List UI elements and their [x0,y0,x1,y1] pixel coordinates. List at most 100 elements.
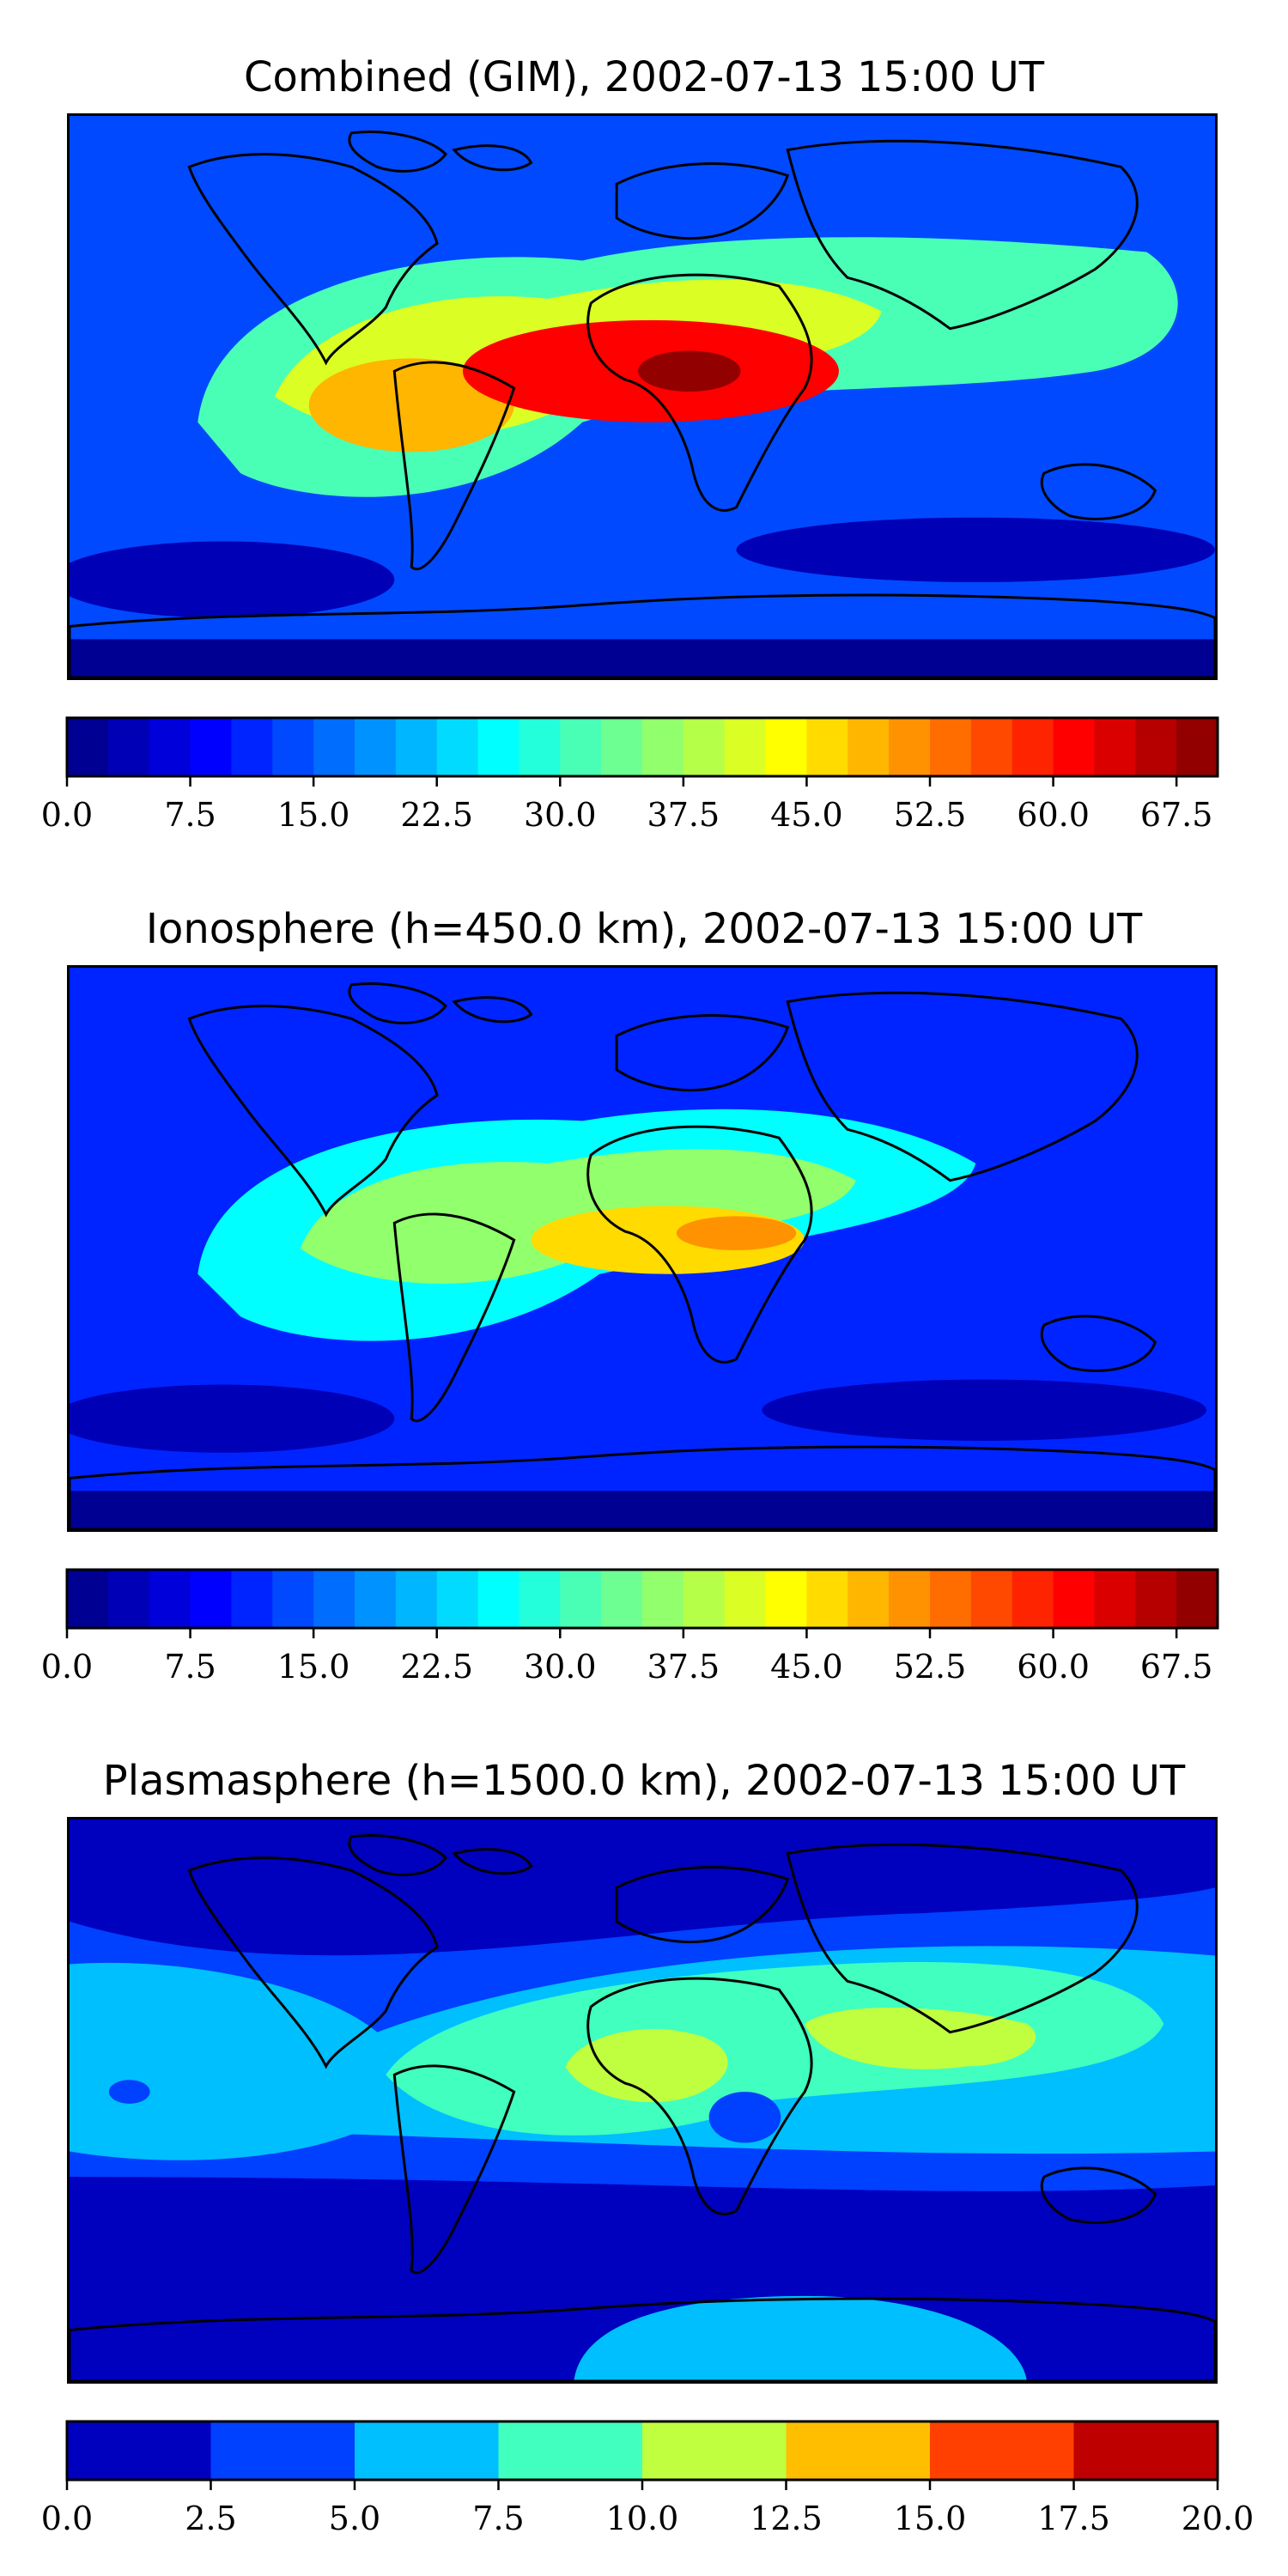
colorbar-band [477,718,519,776]
colorbar-tick-label: 5.0 [329,2500,380,2537]
coastline [452,144,533,172]
colorbar-band [519,718,561,776]
coastline [392,361,516,571]
ionosphere-colorbar: 0.0 7.5 15.0 22.5 30.0 37.5 45.0 52.5 60.0 67.5 [41,1568,1219,1686]
southern-low-contour [736,517,1215,583]
colorbar-tick-label: 15.0 [277,1648,350,1686]
coastline-layer [70,982,1215,1529]
colorbar-band [395,1570,438,1628]
plasmasphere-map [67,1817,1218,2384]
colorbar-band [889,1570,931,1628]
colorbar-tick-label: 45.0 [770,796,843,834]
combined-colorbar: 0.0 7.5 15.0 22.5 30.0 37.5 45.0 52.5 60.0 67.5 [41,716,1219,834]
coastline [786,991,1139,1182]
colorbar-band [848,1570,890,1628]
colorbar-band [765,718,807,776]
coastline [187,153,439,366]
colorbar-band [519,1570,561,1628]
colorbar-band [1094,718,1136,776]
coastline [615,1014,790,1092]
colorbar-band [601,718,643,776]
coastline [586,273,813,512]
plasmasphere-title: Plasmasphere (h=1500.0 km), 2002-07-13 1… [102,1757,1186,1805]
colorbar-band [786,2421,931,2480]
colorbar-tick-label: 52.5 [894,796,967,834]
southern-low-contour [70,541,395,618]
coastline-layer [70,131,1215,677]
coastline [348,1834,448,1876]
pacific-island-low-contour [708,2092,781,2143]
colorbar-tick-label: 45.0 [770,1648,843,1686]
coastline [452,996,533,1024]
colorbar-band [560,1570,602,1628]
coastline [70,2297,1215,2381]
colorbar-band [642,2421,787,2480]
colorbar-band [190,718,232,776]
colorbar-band [67,2421,211,2480]
colorbar-band [1135,718,1177,776]
polar-low-contour [70,1491,1215,1529]
ionosphere-title: Ionosphere (h=450.0 km), 2002-07-13 15:0… [145,905,1143,953]
coastline [452,1848,533,1875]
colorbar-tick-label: 52.5 [894,1648,967,1686]
colorbar-band [436,1570,479,1628]
coastline [786,1843,1139,2034]
colorbar-band [848,718,890,776]
colorbar-band [477,1570,519,1628]
colorbar-band [806,718,848,776]
crest-contour [386,1962,1164,2136]
colorbar-band [231,1570,273,1628]
pacific-island-low-contour [108,2080,150,2104]
coastline [392,2064,516,2275]
colorbar-tick-label: 7.5 [164,1648,216,1686]
coastline [1040,2166,1157,2224]
colorbar-band [67,1570,109,1628]
combined-map [67,113,1218,680]
colorbar-band [930,1570,972,1628]
colorbar-band [683,718,726,776]
colorbar-tick-label: 30.0 [524,1648,597,1686]
colorbar-tick-label: 15.0 [894,2500,967,2537]
colorbar-band [272,718,314,776]
coastline [615,1866,790,1944]
colorbar-band [601,1570,643,1628]
colorbar-band [1053,718,1095,776]
coastline [348,982,448,1024]
coastline-layer [70,1834,1215,2381]
colorbar-band [889,718,931,776]
colorbar-band [210,2421,355,2480]
coastline [1040,463,1157,520]
colorbar-band [313,718,355,776]
colorbar-tick-label: 7.5 [164,796,216,834]
colorbar-band [1073,2421,1218,2480]
colorbar-band [355,1570,397,1628]
colorbar-tick-label: 22.5 [400,796,473,834]
colorbar-band [930,2421,1074,2480]
coastline [187,1856,439,2069]
colorbar-tick-label: 2.5 [185,2500,236,2537]
colorbar-band [149,718,191,776]
colorbar-tick-label: 67.5 [1140,796,1213,834]
colorbar-band [107,718,150,776]
south-america-crest-contour [308,358,514,453]
colorbar-band [683,1570,726,1628]
colorbar-band [560,718,602,776]
coastline [70,593,1215,677]
combined-title: Combined (GIM), 2002-07-13 15:00 UT [243,53,1045,101]
coastline [786,139,1139,331]
colorbar-band [1053,1570,1095,1628]
colorbar-band [1176,718,1218,776]
colorbar-band [1094,1570,1136,1628]
colorbar-band [313,1570,355,1628]
colorbar-band [107,1570,150,1628]
polar-low-contour [70,639,1215,677]
colorbar-band [436,718,479,776]
colorbar-band [231,718,273,776]
colorbar-band [355,718,397,776]
colorbar-band [1135,1570,1177,1628]
colorbar-tick-label: 37.5 [647,1648,720,1686]
colorbar-tick-label: 20.0 [1182,2500,1255,2537]
africa-asia-high-contour [565,2028,728,2103]
coastline [615,162,790,240]
colorbar-tick-label: 30.0 [524,796,597,834]
